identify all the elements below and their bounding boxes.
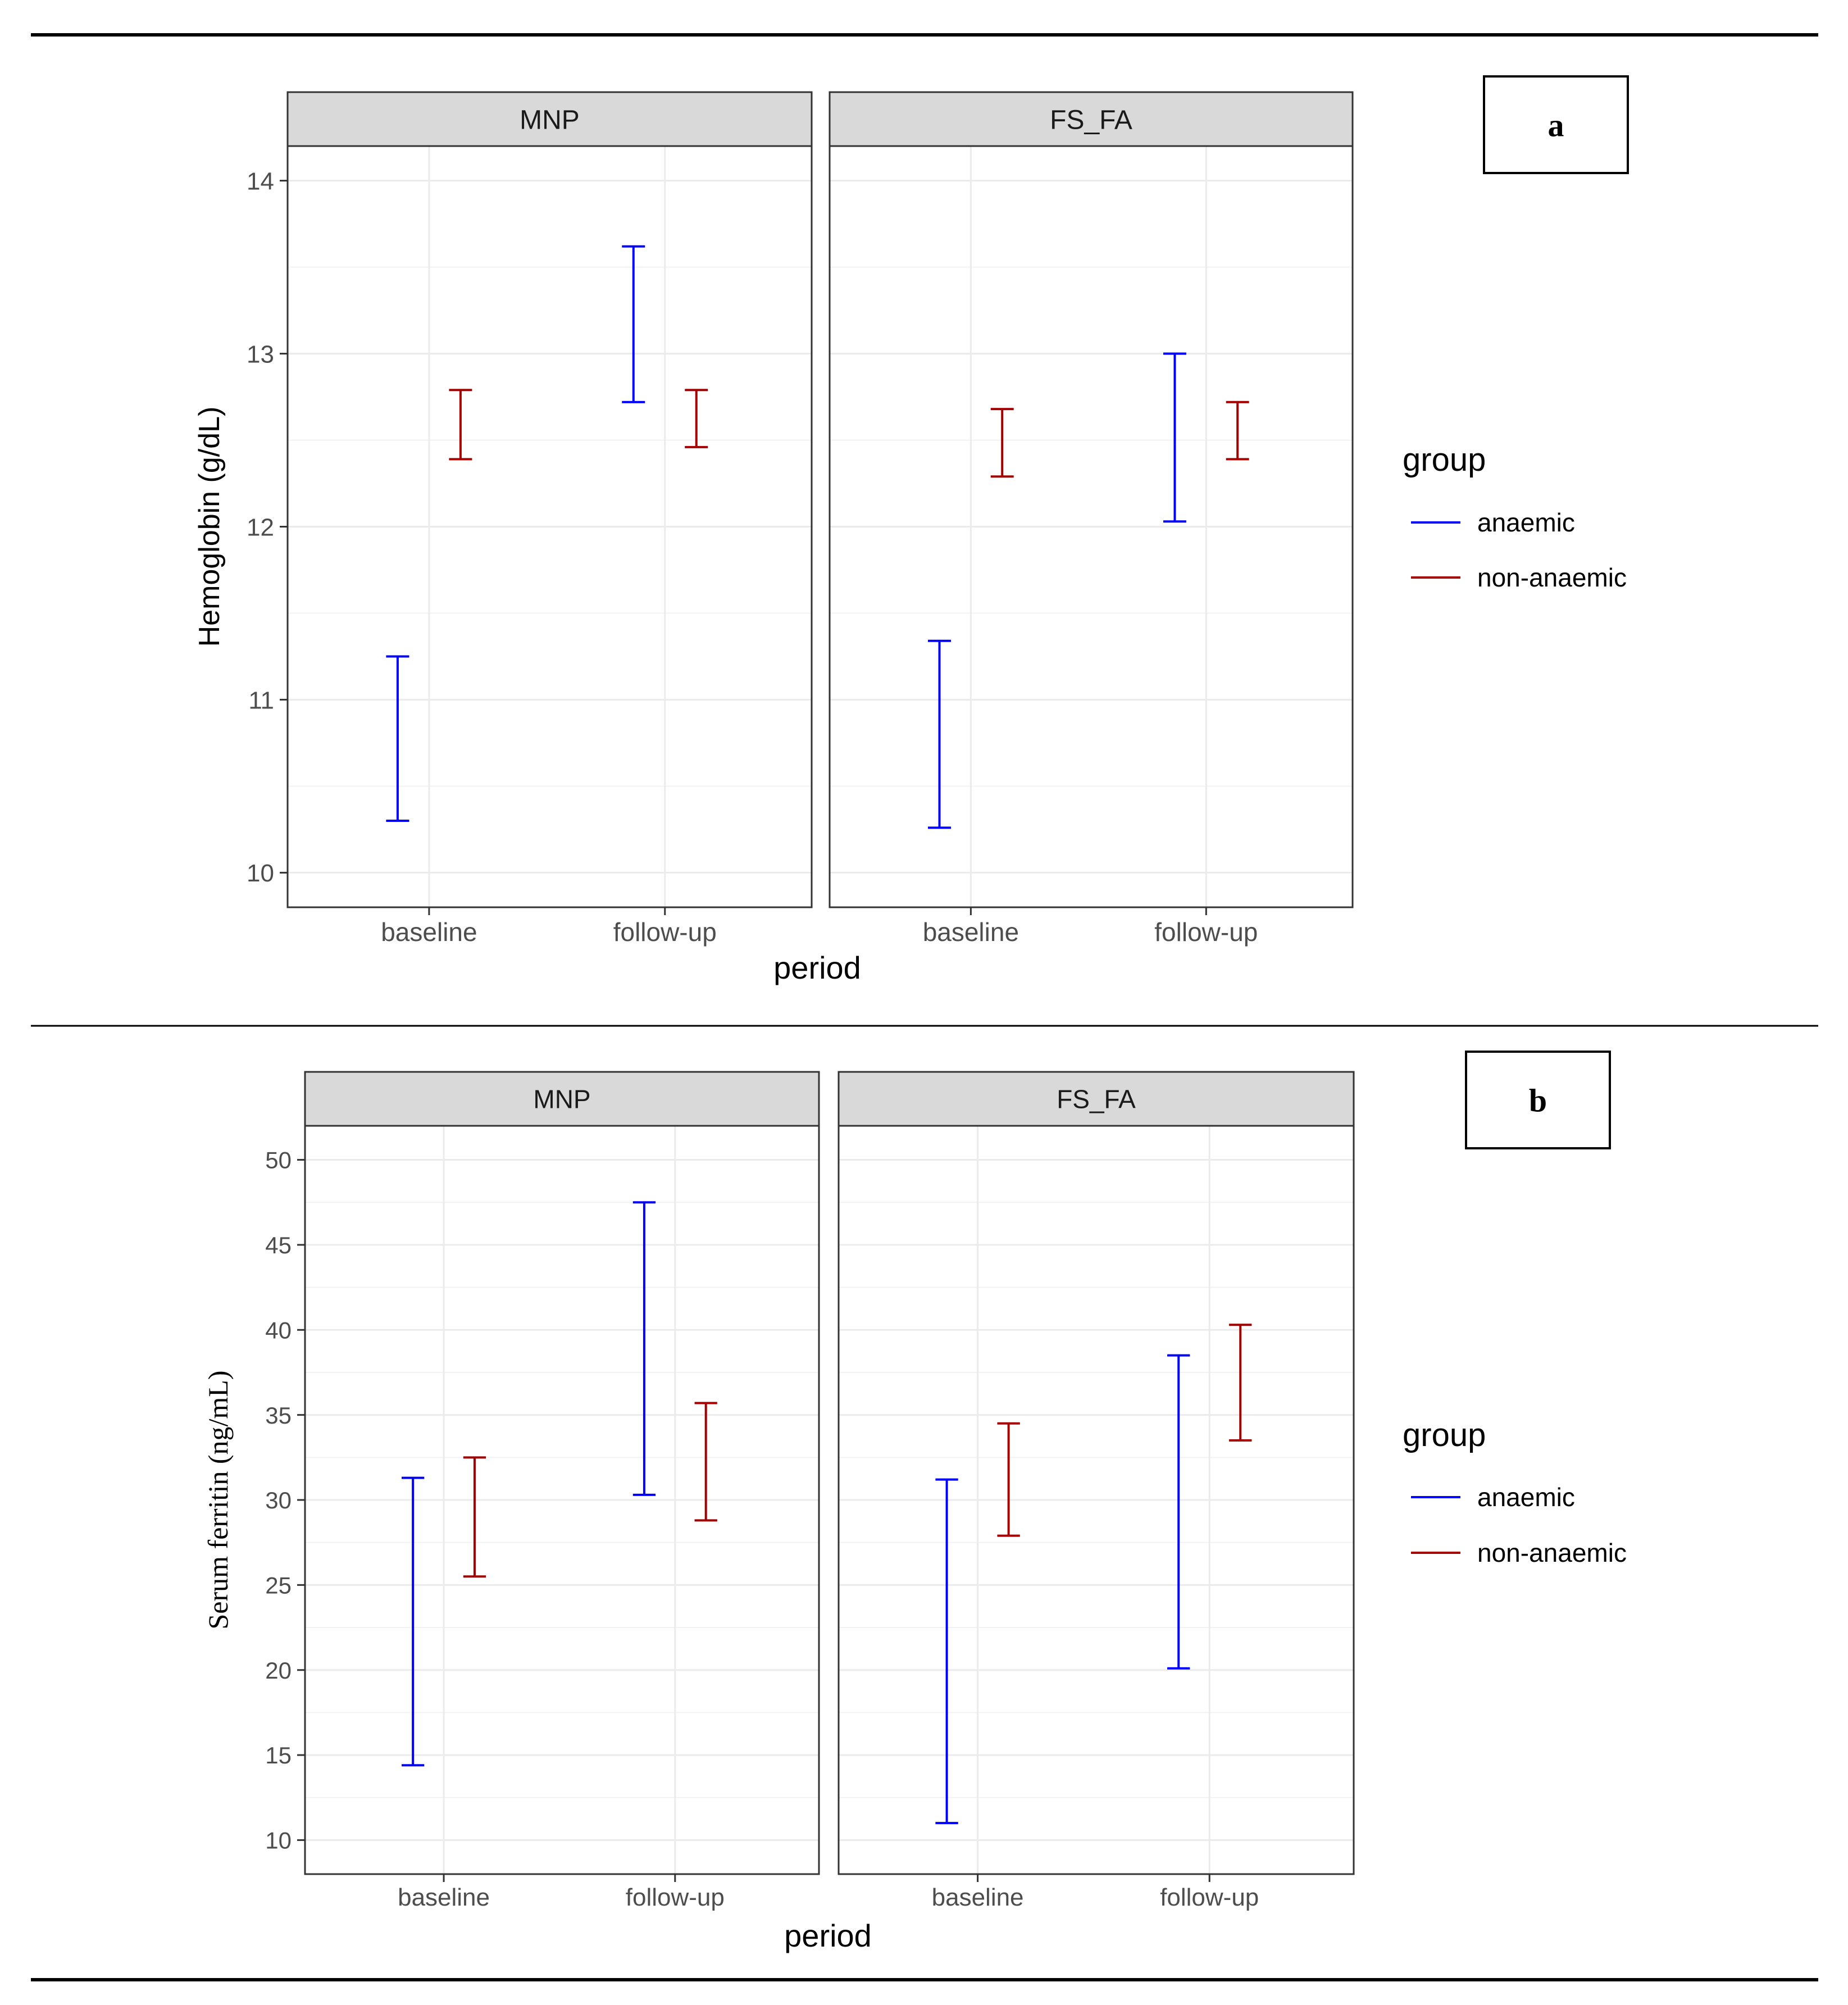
y-axis-title: Hemoglobin (g/dL) <box>193 407 226 647</box>
facet-strip-label: FS_FA <box>1057 1085 1136 1114</box>
x-tick-label: follow-up <box>613 917 717 947</box>
y-tick-label: 25 <box>265 1572 292 1598</box>
y-tick-label: 12 <box>247 513 274 541</box>
errorbar-non-anaemic-follow-up <box>694 1402 717 1522</box>
errorbar-anaemic-baseline <box>386 655 409 822</box>
y-tick-label: 10 <box>247 860 274 887</box>
errorbar-non-anaemic-baseline <box>990 408 1014 478</box>
errorbar-non-anaemic-baseline <box>463 1456 486 1578</box>
x-tick-label: baseline <box>923 917 1019 947</box>
panel-label-box <box>1465 1051 1611 1149</box>
x-tick-label: follow-up <box>1154 917 1258 947</box>
y-tick-label: 10 <box>265 1827 292 1854</box>
errorbar-non-anaemic-baseline <box>997 1422 1020 1537</box>
errorbar-anaemic-baseline <box>402 1476 425 1767</box>
y-tick-label: 15 <box>265 1742 292 1768</box>
panel-label: a <box>1548 107 1564 143</box>
y-tick-label: 45 <box>265 1232 292 1258</box>
facet-fs_fa: FS_FA baseline follow-up <box>829 91 1354 947</box>
errorbar-non-anaemic-baseline <box>449 389 472 461</box>
x-axis-title: period <box>784 1918 872 1953</box>
legend-label-non-anaemic: non-anaemic <box>1477 563 1627 592</box>
chart-serum-ferritin: MNP baseline follow-up FS_FA baseline follow-… <box>202 1051 1627 1953</box>
panel-label: b <box>1529 1082 1547 1119</box>
errorbar-non-anaemic-follow-up <box>1226 401 1249 461</box>
facet-strip <box>286 91 813 147</box>
errorbar-anaemic-follow-up <box>622 245 645 403</box>
legend-title: group <box>1403 442 1486 478</box>
legend: group anaemic non-anaemic <box>1403 1417 1627 1567</box>
errorbar-non-anaemic-follow-up <box>685 389 708 448</box>
y-tick-label: 50 <box>265 1147 292 1174</box>
errorbar-anaemic-baseline <box>935 1478 958 1825</box>
facet-mnp: MNP baseline follow-up <box>286 91 813 947</box>
x-axis-title: period <box>773 950 861 985</box>
errorbar-anaemic-follow-up <box>632 1201 656 1496</box>
errorbar-anaemic-baseline <box>928 639 951 829</box>
y-axis-title: Serum ferritin (ng/mL) <box>202 1371 234 1630</box>
errorbar-anaemic-follow-up <box>1167 1354 1190 1670</box>
panel-border <box>829 145 1354 908</box>
x-tick-label: follow-up <box>626 1884 725 1911</box>
panel-border <box>837 1125 1355 1875</box>
x-tick-label: baseline <box>381 917 477 947</box>
y-tick-label: 35 <box>265 1402 292 1429</box>
x-tick-label: baseline <box>932 1884 1024 1911</box>
legend-label-non-anaemic: non-anaemic <box>1477 1538 1627 1567</box>
facet-strip-label: MNP <box>533 1085 590 1114</box>
errorbar-anaemic-follow-up <box>1163 352 1186 523</box>
facet-fs_fa: FS_FA baseline follow-up <box>837 1071 1355 1911</box>
x-tick-label: baseline <box>398 1884 490 1911</box>
chart-hemoglobin: MNP baseline follow-up FS_FA baseline follow-… <box>193 75 1629 985</box>
y-tick-label: 13 <box>247 340 274 368</box>
legend: group anaemic non-anaemic <box>1403 442 1627 592</box>
legend-title: group <box>1403 1417 1486 1453</box>
y-tick-label: 30 <box>265 1487 292 1513</box>
facet-mnp: MNP baseline follow-up <box>304 1071 820 1911</box>
facet-strip-label: FS_FA <box>1050 105 1132 135</box>
x-tick-label: follow-up <box>1160 1884 1259 1911</box>
legend-label-anaemic: anaemic <box>1477 1483 1575 1512</box>
panel-label-box <box>1483 75 1629 174</box>
facet-strip <box>304 1071 820 1127</box>
facet-strip <box>837 1071 1355 1127</box>
y-tick-label: 14 <box>247 167 274 195</box>
y-tick-label: 40 <box>265 1317 292 1343</box>
y-tick-label: 20 <box>265 1657 292 1684</box>
y-tick-label: 11 <box>248 686 274 714</box>
facet-strip-label: MNP <box>520 105 580 135</box>
errorbar-non-anaemic-follow-up <box>1229 1324 1252 1442</box>
legend-label-anaemic: anaemic <box>1477 508 1575 537</box>
